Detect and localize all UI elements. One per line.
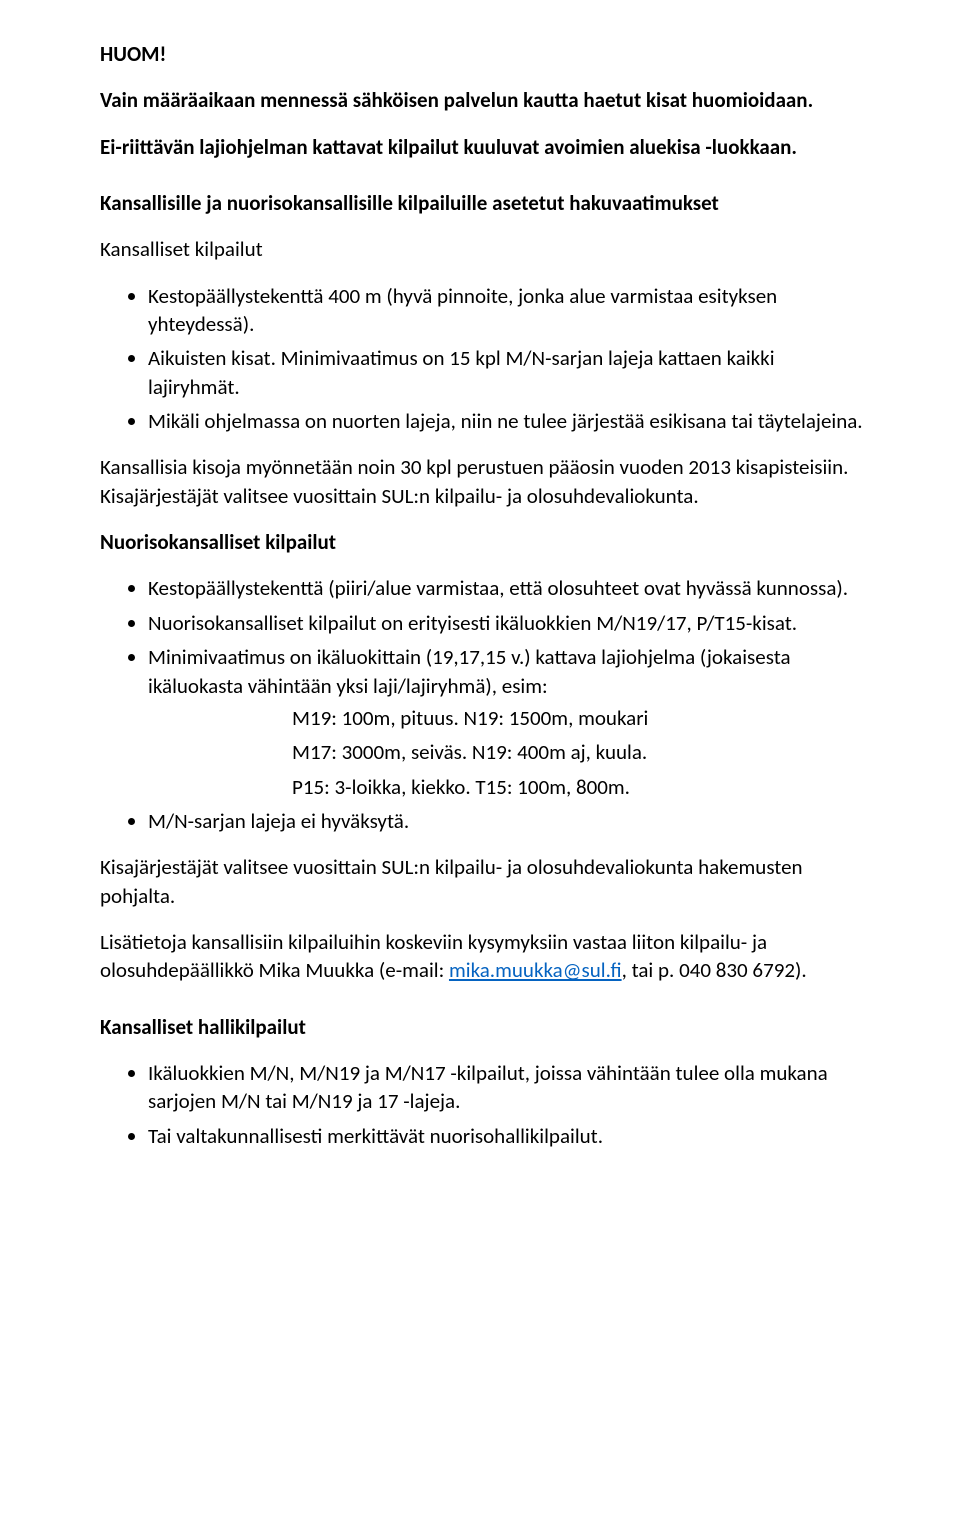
contact-paragraph: Lisätietoja kansallisiin kilpailuihin ko… [100,928,870,985]
contact-email-link[interactable]: mika.muukka@sul.fi [449,957,622,983]
list-item: Kestopäällystekenttä 400 m (hyvä pinnoit… [148,282,870,339]
section1-subtitle: Kansalliset kilpailut [100,235,870,263]
list-item: Ikäluokkien M/N, M/N19 ja M/N17 -kilpail… [148,1059,870,1116]
list-item: Tai valtakunnallisesti merkittävät nuori… [148,1122,870,1150]
section3-title: Kansalliset hallikilpailut [100,1013,870,1041]
list-item: Minimivaatimus on ikäluokittain (19,17,1… [148,643,870,801]
document-page: HUOM! Vain määräaikaan mennessä sähköise… [0,0,960,1513]
section3-list: Ikäluokkien M/N, M/N19 ja M/N17 -kilpail… [100,1059,870,1150]
list-item: Nuorisokansalliset kilpailut on erityise… [148,609,870,637]
list-item: Mikäli ohjelmassa on nuorten lajeja, nii… [148,407,870,435]
section1-title: Kansallisille ja nuorisokansallisille ki… [100,189,870,217]
huom-heading: HUOM! [100,40,870,68]
list-item: Kestopäällystekenttä (piiri/alue varmist… [148,574,870,602]
example-line: P15: 3-loikka, kiekko. T15: 100m, 800m. [292,773,870,801]
example-line: M17: 3000m, seiväs. N19: 400m aj, kuula. [292,738,870,766]
list-item: M/N-sarjan lajeja ei hyväksytä. [148,807,870,835]
example-line: M19: 100m, pituus. N19: 1500m, moukari [292,704,870,732]
section2-list: Kestopäällystekenttä (piiri/alue varmist… [100,574,870,835]
contact-post: , tai p. 040 830 6792). [622,957,807,983]
list-item-text: Minimivaatimus on ikäluokittain (19,17,1… [148,644,791,698]
intro-line-1: Vain määräaikaan mennessä sähköisen palv… [100,86,870,114]
section2-paragraph: Kisajärjestäjät valitsee vuosittain SUL:… [100,853,870,910]
section2-subtitle: Nuorisokansalliset kilpailut [100,528,870,556]
intro-line-2: Ei-riittävän lajiohjelman kattavat kilpa… [100,133,870,161]
list-item: Aikuisten kisat. Minimivaatimus on 15 kp… [148,344,870,401]
section1-list: Kestopäällystekenttä 400 m (hyvä pinnoit… [100,282,870,436]
section1-paragraph: Kansallisia kisoja myönnetään noin 30 kp… [100,453,870,510]
